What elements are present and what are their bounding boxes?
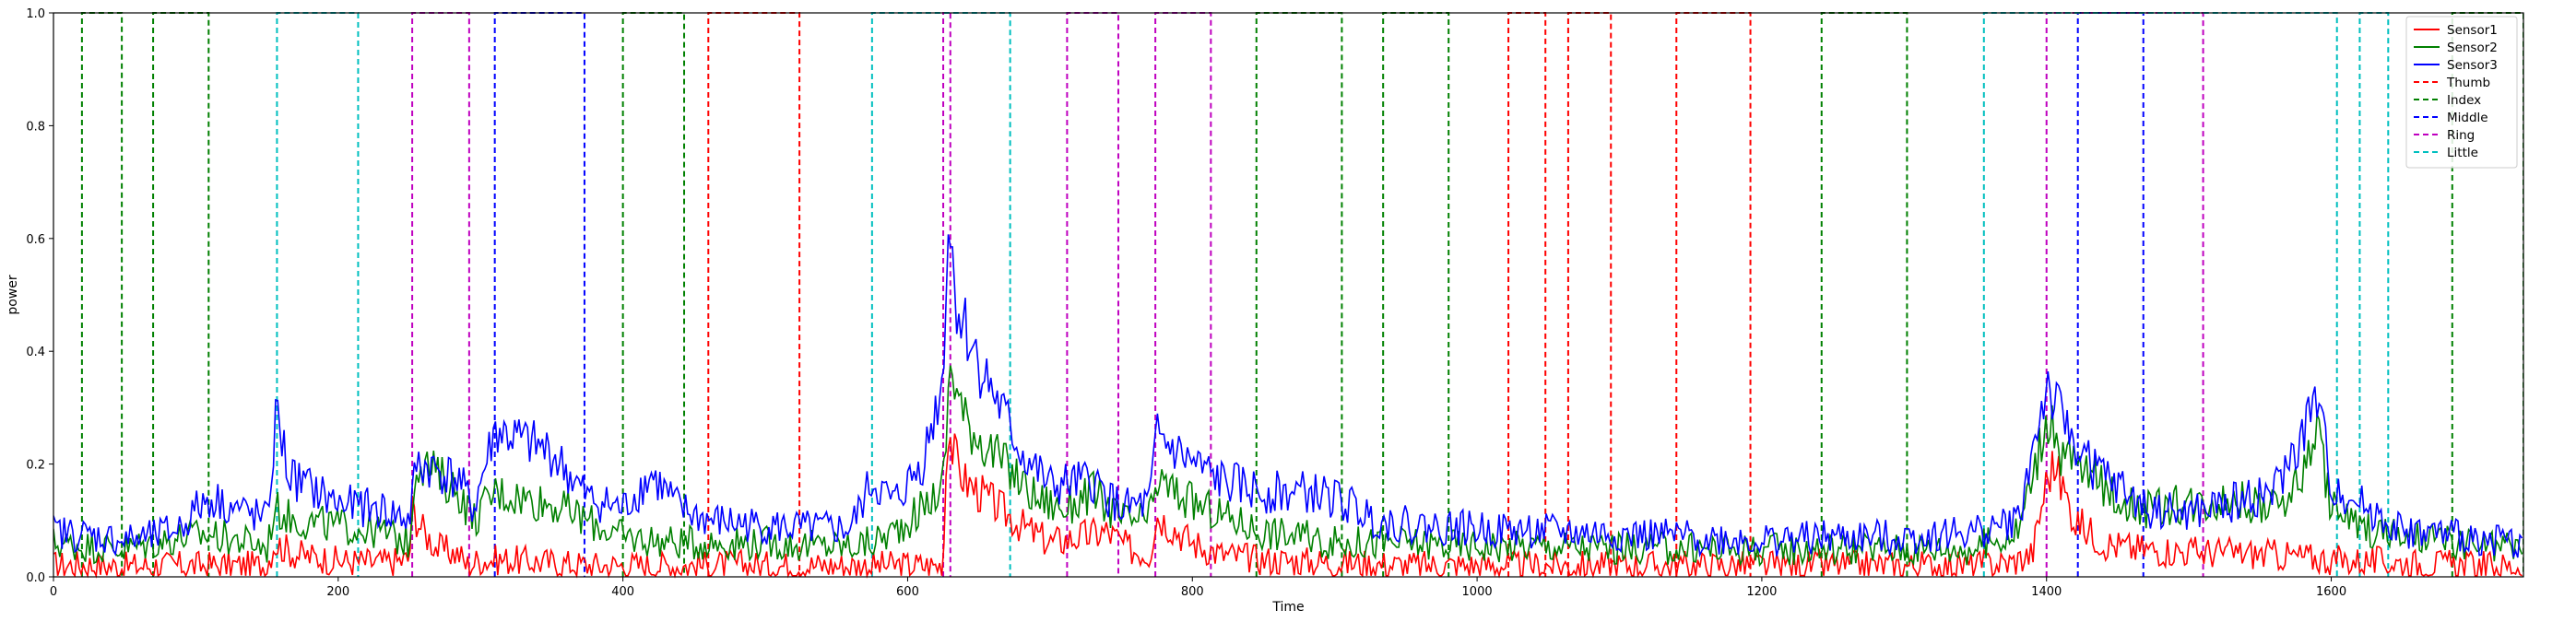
finger-index-interval-3: [1255, 12, 1343, 577]
x-tick-label: 1400: [2031, 585, 2062, 599]
y-tick-label: 0.0: [26, 571, 45, 585]
y-axis-ticks: 0.0 0.2 0.4 0.6 0.8 1.0: [26, 7, 53, 585]
x-tick-label: 200: [326, 585, 349, 599]
series-line-sensor2: [53, 365, 2523, 568]
x-tick-label: 800: [1181, 585, 1204, 599]
legend: Sensor1 Sensor2 Sensor3 Thumb Index Middle Rin…: [2405, 16, 2518, 169]
x-tick-label: 0: [50, 585, 57, 599]
x-tick-label: 400: [611, 585, 634, 599]
finger-thumb-interval-3: [1675, 12, 1752, 577]
x-tick-label: 600: [896, 585, 919, 599]
series-line-sensor1: [53, 433, 2523, 579]
legend-label-sensor3: Sensor3: [2447, 58, 2498, 73]
finger-little-interval-2: [1982, 12, 2338, 577]
finger-middle-interval-1: [2076, 12, 2145, 577]
legend-label-sensor1: Sensor1: [2447, 23, 2498, 38]
series-line-sensor3: [53, 234, 2523, 558]
finger-little-interval-0: [276, 12, 360, 577]
y-tick-label: 0.4: [26, 346, 45, 359]
finger-index-interval-1: [152, 12, 210, 577]
finger-ring-interval-0: [411, 12, 470, 577]
y-tick-label: 0.2: [26, 459, 45, 473]
y-axis-label: power: [6, 275, 20, 315]
x-tick-label: 1600: [2316, 585, 2346, 599]
x-axis-ticks: 0 200 400 600 800 1000 1200 1400 1600: [50, 577, 2346, 599]
legend-label-ring: Ring: [2447, 128, 2475, 143]
y-tick-label: 1.0: [26, 7, 45, 21]
plot-frame: [53, 12, 2524, 578]
x-tick-label: 1000: [1462, 585, 1493, 599]
finger-thumb-interval-1: [1507, 12, 1547, 577]
finger-index-interval-4: [1382, 12, 1450, 577]
x-tick-label: 1200: [1746, 585, 1777, 599]
legend-label-sensor2: Sensor2: [2447, 41, 2498, 55]
finger-ring-interval-4: [2045, 12, 2204, 577]
finger-ring-interval-3: [1154, 12, 1212, 577]
sensor-lines-group: [53, 234, 2523, 579]
legend-label-little: Little: [2447, 146, 2478, 160]
legend-label-middle: Middle: [2447, 111, 2488, 125]
legend-label-thumb: Thumb: [2446, 76, 2490, 90]
finger-little-interval-1: [870, 12, 1011, 577]
legend-label-index: Index: [2447, 93, 2481, 108]
finger-thumb-interval-0: [707, 12, 801, 577]
x-axis-label: Time: [1271, 600, 1304, 615]
finger-index-interval-5: [1820, 12, 1908, 577]
y-tick-label: 0.6: [26, 233, 45, 247]
finger-ring-interval-2: [1066, 12, 1119, 577]
legend-box: [2405, 16, 2518, 169]
finger-thumb-interval-2: [1566, 12, 1613, 577]
finger-little-interval-3: [2358, 12, 2390, 577]
y-tick-label: 0.8: [26, 120, 45, 134]
finger-index-interval-0: [80, 12, 124, 577]
